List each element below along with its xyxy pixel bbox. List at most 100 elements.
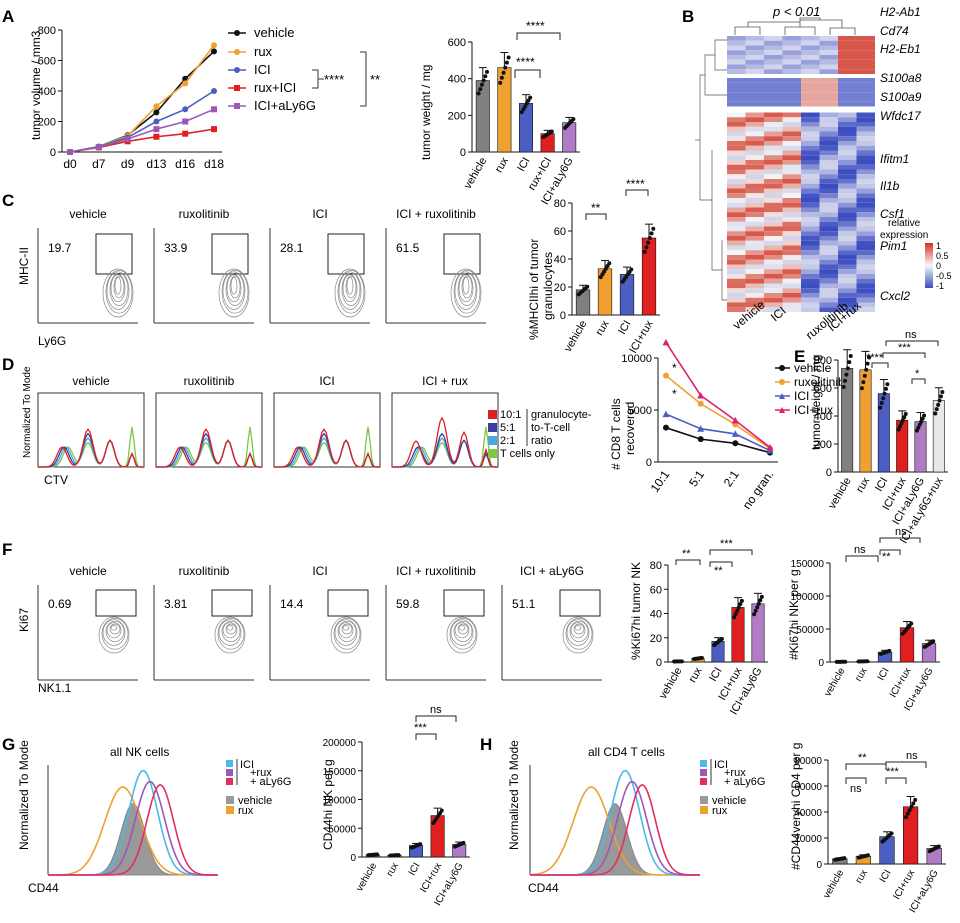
heat-cell (801, 92, 820, 97)
heat-cell (819, 221, 838, 227)
data-point (896, 427, 901, 432)
heat-cell (819, 255, 838, 260)
heat-cell (727, 255, 746, 260)
heat-cell (764, 297, 783, 303)
x-tick-label: 5:1 (686, 467, 707, 489)
y-tick-label: 0 (656, 657, 662, 669)
heat-cell (819, 217, 838, 222)
svg-text:1: 1 (936, 241, 941, 251)
y-tick-label: 400 (814, 411, 832, 423)
svg-text:H2-Eb1: H2-Eb1 (880, 42, 921, 56)
heat-cell (801, 82, 820, 88)
heat-cell (764, 264, 783, 270)
y-tick-label: 40000 (794, 808, 822, 819)
heat-cell (727, 69, 746, 74)
heat-cell (745, 155, 764, 160)
heat-cell (856, 226, 875, 232)
facs-contour (226, 274, 242, 303)
heat-cell (727, 64, 746, 70)
heat-cell (856, 40, 875, 46)
heat-cell (745, 278, 764, 284)
data-point (498, 80, 503, 85)
hist-title: ICI + rux (422, 374, 468, 388)
svg-text:****: **** (516, 55, 535, 69)
heat-cell (727, 145, 746, 151)
heat-cell (727, 169, 746, 175)
facs-contour (566, 619, 590, 646)
heat-cell (838, 131, 857, 137)
facs-contour (461, 275, 473, 299)
facs-gate-value: 28.1 (280, 241, 304, 255)
heat-cell (801, 179, 820, 184)
data-point (920, 416, 925, 421)
data-point (484, 69, 489, 74)
heat-cell (727, 174, 746, 179)
data-point (758, 598, 763, 603)
heat-cell (819, 131, 838, 137)
heat-cell (782, 297, 801, 303)
data-point (865, 659, 870, 664)
heat-cell (727, 226, 746, 232)
heat-cell (838, 169, 857, 175)
svg-text:S100a9: S100a9 (880, 90, 922, 104)
heat-cell (745, 40, 764, 46)
heat-cell (801, 150, 820, 156)
heat-cell (782, 78, 801, 83)
svg-text:****: **** (526, 19, 545, 33)
heat-cell (801, 274, 820, 279)
a-bar-ylabel: tumor weight / mg (419, 65, 433, 160)
a-line-ylabel: tumor volume / mm3 (29, 30, 43, 140)
heat-cell (801, 202, 820, 208)
heat-cell (819, 250, 838, 255)
heat-cell (801, 255, 820, 260)
svg-text:ICI+aLy6G: ICI+aLy6G (254, 98, 316, 113)
heat-cell (764, 274, 783, 279)
heat-cell (856, 169, 875, 175)
heat-cell (838, 302, 857, 308)
x-tick-label: ICI (515, 156, 532, 174)
facs-gate (443, 233, 481, 275)
data-point (736, 605, 741, 610)
heat-cell (745, 145, 764, 151)
heat-cell (801, 78, 820, 83)
heat-cell (856, 207, 875, 213)
heat-cell (745, 59, 764, 65)
heat-cell (727, 212, 746, 217)
heat-cell (764, 302, 783, 308)
heat-cell (801, 145, 820, 151)
facs-title: ICI (312, 207, 327, 221)
heat-cell (745, 36, 764, 41)
heat-cell (764, 131, 783, 137)
heat-cell (745, 193, 764, 198)
y-tick-label: 600 (814, 383, 832, 395)
heat-cell (782, 92, 801, 97)
data-point (914, 428, 919, 433)
heat-cell (856, 193, 875, 198)
heat-cell (838, 307, 857, 312)
heat-cell (727, 87, 746, 93)
heat-cell (782, 202, 801, 208)
c-yaxis: MHC-II (17, 247, 31, 285)
heat-cell (801, 297, 820, 303)
data-point (506, 55, 511, 60)
heat-cell (782, 160, 801, 165)
x-tick-label: d7 (92, 157, 106, 171)
svg-text:Pim1: Pim1 (880, 239, 907, 253)
heat-cell (782, 164, 801, 170)
heat-cell (782, 183, 801, 189)
facs-contour (341, 272, 361, 306)
heat-cell (801, 169, 820, 175)
x-tick-label: vehicle (821, 868, 846, 901)
heat-cell (764, 245, 783, 251)
x-tick-label: d13 (146, 157, 166, 171)
heat-cell (727, 183, 746, 189)
svg-text:Ifitm1: Ifitm1 (880, 152, 909, 166)
hist-line (37, 428, 144, 468)
facs-contour (462, 277, 470, 295)
svg-text:Cd74: Cd74 (880, 24, 909, 38)
heat-cell (764, 82, 783, 88)
bar-rux (497, 67, 512, 153)
heat-cell (727, 78, 746, 83)
heat-cell (801, 36, 820, 41)
